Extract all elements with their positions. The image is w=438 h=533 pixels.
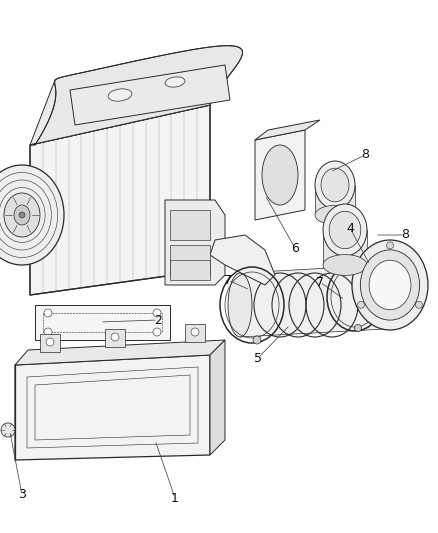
Ellipse shape	[323, 204, 367, 256]
Polygon shape	[170, 245, 210, 275]
Circle shape	[46, 338, 54, 346]
Text: 7: 7	[224, 273, 232, 287]
Polygon shape	[255, 120, 320, 140]
Circle shape	[416, 301, 423, 308]
Text: 4: 4	[346, 222, 354, 235]
Polygon shape	[170, 260, 210, 280]
Polygon shape	[210, 235, 275, 285]
Ellipse shape	[108, 89, 132, 101]
Ellipse shape	[228, 273, 252, 337]
Circle shape	[19, 212, 25, 218]
Polygon shape	[40, 334, 60, 352]
Ellipse shape	[262, 145, 298, 205]
Polygon shape	[30, 55, 240, 145]
Text: 6: 6	[291, 241, 299, 254]
Ellipse shape	[321, 168, 349, 202]
Ellipse shape	[352, 240, 428, 330]
Ellipse shape	[165, 77, 185, 87]
Polygon shape	[240, 265, 385, 337]
Polygon shape	[70, 65, 230, 125]
Polygon shape	[185, 324, 205, 342]
Polygon shape	[15, 340, 225, 365]
Circle shape	[44, 309, 52, 317]
Circle shape	[1, 423, 15, 437]
Text: 8: 8	[401, 229, 409, 241]
Polygon shape	[35, 305, 170, 340]
Circle shape	[44, 328, 52, 336]
Ellipse shape	[14, 205, 30, 225]
Ellipse shape	[315, 161, 355, 209]
Polygon shape	[30, 46, 243, 145]
Ellipse shape	[329, 211, 361, 249]
Polygon shape	[165, 200, 225, 285]
Polygon shape	[315, 185, 355, 215]
Text: 3: 3	[18, 489, 26, 502]
Polygon shape	[170, 210, 210, 240]
Ellipse shape	[373, 265, 397, 329]
Text: 2: 2	[154, 313, 162, 327]
Ellipse shape	[323, 255, 367, 276]
Ellipse shape	[4, 193, 40, 237]
Polygon shape	[210, 340, 225, 455]
Circle shape	[111, 333, 119, 341]
Ellipse shape	[369, 260, 411, 310]
Circle shape	[153, 309, 161, 317]
Ellipse shape	[0, 165, 64, 265]
Text: 5: 5	[254, 351, 262, 365]
Circle shape	[357, 301, 364, 308]
Polygon shape	[15, 355, 210, 460]
Ellipse shape	[315, 205, 355, 224]
Polygon shape	[323, 230, 367, 265]
Circle shape	[191, 328, 199, 336]
Polygon shape	[105, 329, 125, 347]
Polygon shape	[255, 130, 305, 220]
Circle shape	[354, 325, 361, 332]
Polygon shape	[30, 105, 210, 295]
Circle shape	[253, 336, 261, 344]
Text: 1: 1	[171, 491, 179, 505]
Circle shape	[153, 328, 161, 336]
Text: 7: 7	[316, 276, 324, 288]
Circle shape	[386, 242, 393, 249]
Text: 8: 8	[361, 149, 369, 161]
Ellipse shape	[360, 250, 420, 320]
